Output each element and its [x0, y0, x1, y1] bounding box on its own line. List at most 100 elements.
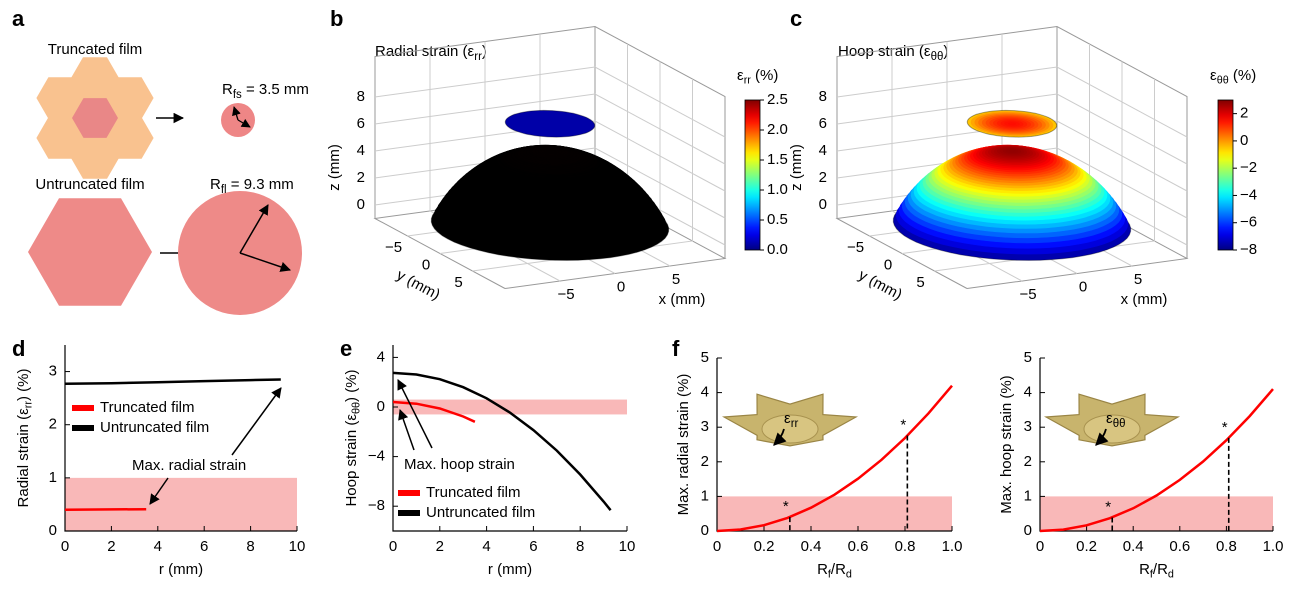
z-tick-label: 4: [819, 142, 827, 159]
x-tick-label: 0: [1079, 278, 1087, 295]
x-tick-label: 0: [1036, 538, 1044, 555]
y-tick-label: 1: [701, 487, 709, 504]
x-tick-label: 5: [1134, 271, 1142, 288]
y-axis-label: Radial strain (εrr) (%): [15, 369, 34, 508]
inset-label: εθθ: [1106, 410, 1125, 430]
diagram-label-part: fs: [233, 89, 242, 101]
annotation: Max. radial strain: [132, 457, 246, 474]
x-axis-label-part: /R: [1153, 561, 1168, 578]
inset-arrow: [773, 428, 787, 446]
x-tick-label: 2: [436, 538, 444, 555]
diagram-label-part: fl: [221, 184, 227, 196]
annotation-arrow: [149, 477, 169, 505]
y-tick-label: 5: [916, 274, 924, 291]
colorbar: [1217, 99, 1234, 251]
y-tick-label: 4: [377, 348, 385, 365]
x-axis-label-part: d: [846, 568, 852, 580]
legend-label: Untruncated film: [426, 504, 535, 521]
y-axis-label-part: θθ: [350, 402, 362, 414]
line-series: [392, 371, 612, 511]
x-tick-label: 5: [672, 271, 680, 288]
y-tick-label: 2: [1024, 453, 1032, 470]
y-tick-label: 2: [701, 453, 709, 470]
x-tick-label: 0: [389, 538, 397, 555]
annotation-arrow: [239, 204, 269, 254]
y-tick-label: 5: [1024, 349, 1032, 366]
z-tick-label: 8: [357, 88, 365, 105]
y-tick-label: 3: [49, 363, 57, 380]
surface: [430, 144, 670, 261]
x-axis-label: x (mm): [659, 291, 706, 308]
highlight-marker: *: [1222, 419, 1228, 436]
chart-title-part: θθ: [931, 51, 944, 63]
inset-label: εrr: [784, 410, 799, 430]
diagram-label: Truncated film: [48, 41, 142, 58]
y-tick-label: −5: [385, 239, 402, 256]
x-axis-label-part: /R: [831, 561, 846, 578]
z-tick-label: 8: [819, 88, 827, 105]
y-tick-label: −5: [847, 239, 864, 256]
chart-title-part: rr: [474, 51, 482, 63]
y-axis-label-part: rr: [22, 401, 34, 409]
x-tick-label: −5: [557, 286, 574, 303]
x-tick-label: 10: [619, 538, 636, 555]
x-axis-label-part: d: [1168, 568, 1174, 580]
colorbar-tick-label: −8: [1240, 241, 1257, 258]
legend-label: Truncated film: [100, 399, 194, 416]
inset-arrow: [1095, 428, 1109, 446]
x-tick-label: 0.8: [895, 538, 916, 555]
radius-arrow: [232, 106, 241, 121]
x-axis-label-part: R: [817, 561, 828, 578]
panel-label: a: [12, 6, 25, 31]
y-axis-label: Hoop strain (εθθ) (%): [343, 369, 362, 506]
colorbar-tick-label: 0: [1240, 132, 1248, 149]
surface: [504, 109, 596, 138]
y-tick-label: 1: [49, 469, 57, 486]
colorbar-tick-label: 2: [1240, 105, 1248, 122]
z-tick-label: 0: [357, 196, 365, 213]
line-series: [1039, 388, 1274, 533]
colorbar-tick-label: 0.5: [767, 211, 788, 228]
x-tick-label: 0.4: [1123, 538, 1144, 555]
legend-label: Truncated film: [426, 484, 520, 501]
diagram-label-part: R: [210, 176, 221, 193]
colorbar-label: εθθ (%): [1210, 67, 1256, 86]
x-tick-label: 8: [576, 538, 584, 555]
chart-title-part: Radial strain (ε: [375, 43, 475, 60]
x-tick-label: 8: [246, 538, 254, 555]
colorbar-label-part: ε: [1210, 67, 1217, 84]
hexagon: [105, 77, 154, 119]
diagram-label-part: = 3.5 mm: [242, 81, 309, 98]
x-axis-label: r (mm): [488, 561, 532, 578]
y-tick-label: 0: [884, 256, 892, 273]
annotation-arrow: [398, 409, 415, 451]
grid-line: [374, 93, 726, 165]
chart-title-part: ): [482, 43, 487, 60]
y-tick-label: 0: [422, 256, 430, 273]
highlight-marker: *: [783, 498, 789, 515]
annotation-arrow: [397, 379, 433, 449]
legend-label: Untruncated film: [100, 419, 209, 436]
chart-title-part: ): [943, 43, 948, 60]
colorbar-tick-label: −6: [1240, 214, 1257, 231]
grid-line: [374, 66, 726, 138]
grid-line: [374, 120, 726, 192]
x-axis-label: r (mm): [159, 561, 203, 578]
x-tick-label: 6: [529, 538, 537, 555]
z-tick-label: 6: [819, 115, 827, 132]
diagram-label: Rfs = 3.5 mm: [222, 81, 309, 101]
y-axis-label-part: ) (%): [343, 369, 360, 402]
grid-line: [374, 147, 726, 219]
x-axis-label: Rf/Rd: [1139, 561, 1174, 580]
x-tick-label: 1.0: [1263, 538, 1284, 555]
y-axis-label-part: Hoop strain (ε: [343, 414, 360, 507]
y-axis-label-part: Radial strain (ε: [15, 408, 32, 508]
y-tick-label: 4: [1024, 384, 1032, 401]
hexagon: [71, 137, 119, 179]
grid-line: [836, 120, 1188, 192]
colorbar-tick-label: 1.5: [767, 151, 788, 168]
inset-label-part: ε: [784, 410, 791, 427]
panel-label: d: [12, 336, 25, 361]
panel-label: e: [340, 336, 352, 361]
